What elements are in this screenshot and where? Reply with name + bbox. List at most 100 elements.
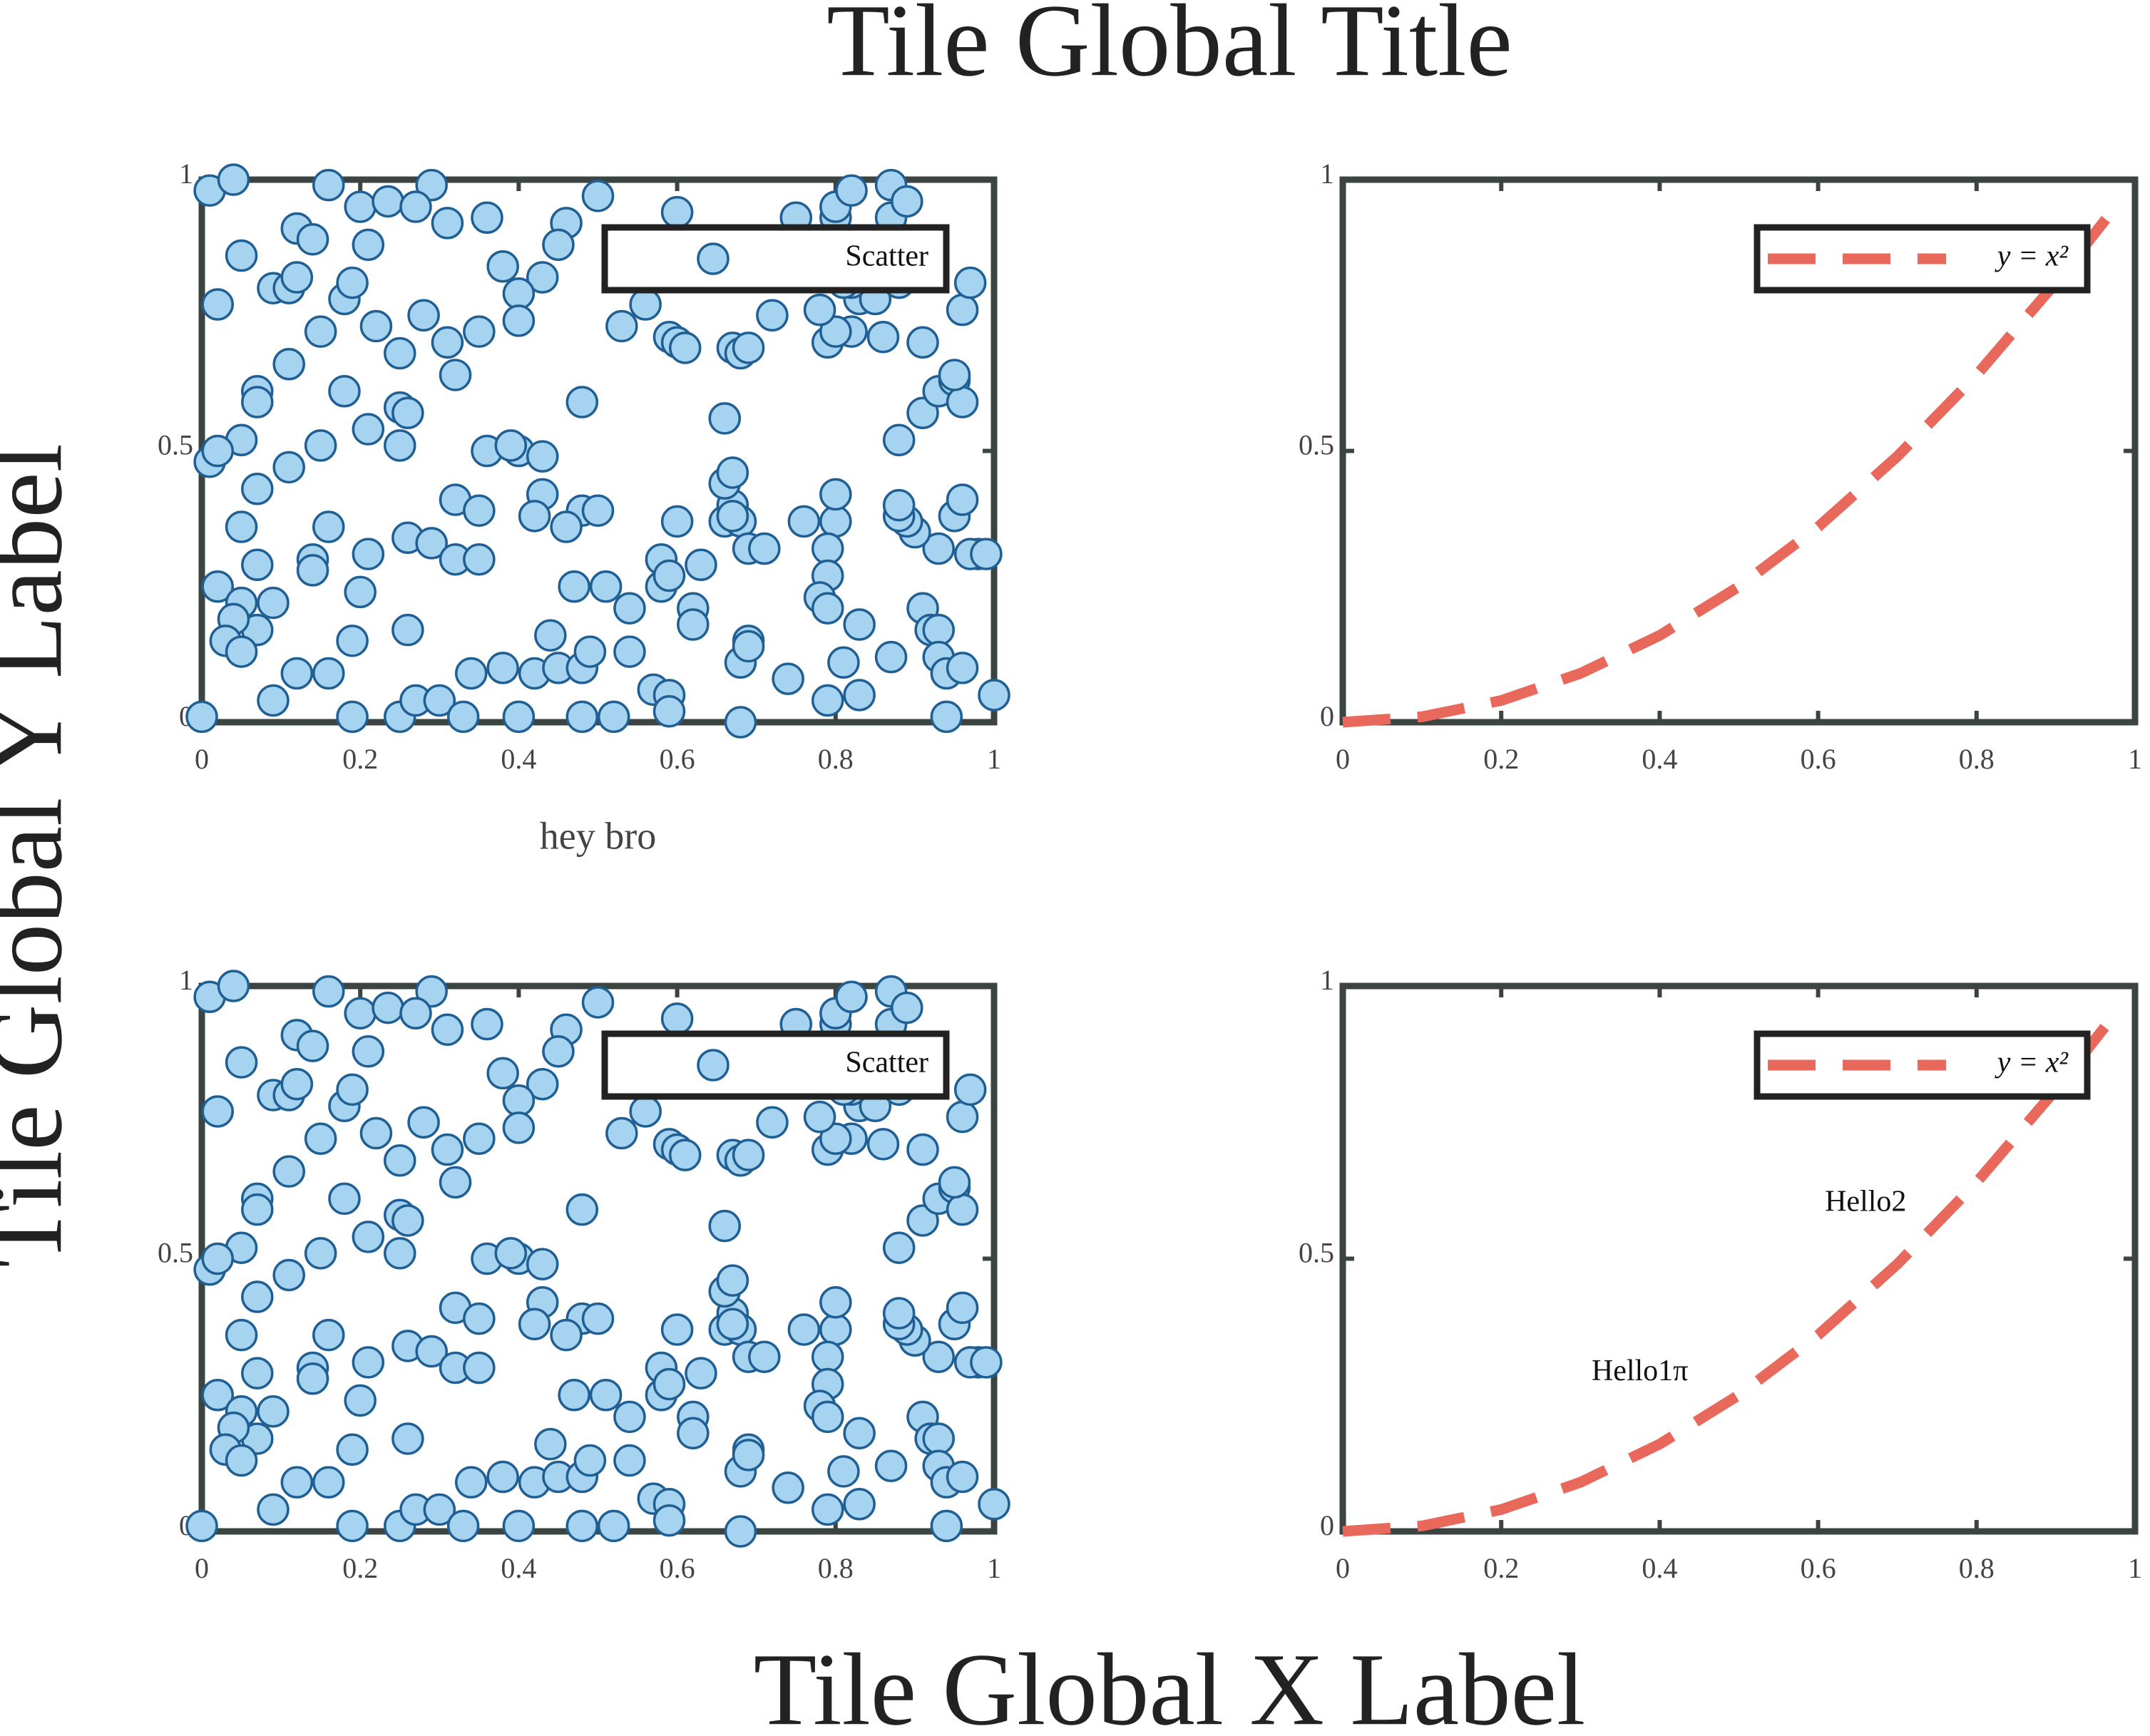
- x-tick-label: 0.8: [1959, 1552, 1995, 1584]
- scatter-point: [946, 483, 979, 516]
- scatter-point: [732, 1439, 765, 1472]
- scatter-point: [336, 625, 369, 657]
- y-tick-label: 0: [1320, 700, 1334, 732]
- x-tick-label: 0: [1336, 743, 1350, 775]
- scatter-point: [257, 1493, 290, 1526]
- scatter-point: [384, 337, 416, 370]
- scatter-point: [819, 505, 852, 538]
- scatter-point: [652, 695, 686, 728]
- scatter-point: [312, 1318, 345, 1352]
- scatter-point: [882, 1297, 916, 1330]
- scatter-point: [558, 570, 590, 603]
- global-y-label: Tile Global Y Label: [0, 443, 83, 1268]
- scatter-point: [732, 630, 765, 663]
- scatter-point: [811, 1493, 844, 1526]
- scatter-point: [827, 1455, 860, 1488]
- scatter-point: [257, 1395, 290, 1428]
- scatter-point: [581, 180, 615, 212]
- scatter-point: [272, 347, 305, 381]
- scatter-point: [819, 478, 852, 511]
- scatter-point: [344, 997, 377, 1029]
- scatter-point: [391, 1204, 424, 1237]
- scatter-point: [922, 613, 955, 647]
- scatter-point: [938, 359, 971, 391]
- scatter-point: [241, 473, 274, 505]
- scatter-point: [803, 293, 836, 327]
- scatter-point: [201, 1242, 234, 1275]
- scatter-point: [272, 1258, 305, 1292]
- scatter-point: [471, 201, 503, 235]
- legend-box: [601, 1030, 950, 1100]
- scatter-point: [581, 1302, 615, 1335]
- scatter-point: [502, 304, 536, 337]
- global-x-label: Tile Global X Label: [754, 1633, 1586, 1736]
- scatter-point: [304, 1122, 337, 1155]
- scatter-point: [970, 538, 1003, 570]
- scatter-point: [304, 1237, 337, 1270]
- scatter-point: [787, 505, 821, 538]
- x-tick-label: 0.8: [818, 743, 854, 775]
- scatter-point: [407, 299, 440, 332]
- legend-box: [601, 224, 950, 294]
- scatter-point: [946, 1291, 979, 1325]
- scatter-point: [946, 1193, 979, 1226]
- scatter-point: [685, 548, 717, 582]
- x-tick-label: 0: [195, 1552, 209, 1584]
- scatter-point: [431, 1013, 464, 1046]
- x-tick-label: 0.2: [1483, 743, 1519, 775]
- scatter-point: [391, 613, 424, 647]
- scatter-point: [716, 456, 749, 489]
- scatter-point: [708, 402, 742, 435]
- scatter-point: [534, 1427, 567, 1461]
- scatter-point: [589, 570, 623, 603]
- scatter-point: [384, 1237, 416, 1270]
- scatter-point: [882, 1231, 916, 1264]
- scatter-point: [272, 451, 305, 484]
- x-tick-label: 0.2: [342, 743, 378, 775]
- scatter-point: [922, 1422, 955, 1455]
- scatter-point: [724, 1515, 757, 1548]
- scatter-point: [906, 1204, 939, 1237]
- scatter-point: [724, 706, 757, 739]
- scatter-point: [336, 700, 369, 734]
- scatter-point: [391, 396, 424, 429]
- scatter-point: [573, 1444, 607, 1477]
- legend-label: Scatter: [845, 1047, 928, 1079]
- scatter-point: [906, 396, 939, 429]
- scatter-point: [336, 1073, 369, 1106]
- scatter-point: [502, 277, 536, 310]
- y-tick-label: 1: [179, 964, 193, 996]
- scatter-point: [280, 657, 314, 690]
- scatter-point: [946, 1460, 979, 1494]
- scatter-point: [336, 266, 369, 299]
- x-tick-label: 1: [2128, 743, 2142, 775]
- scatter-point: [819, 315, 852, 348]
- scatter-point: [201, 570, 234, 603]
- x-tick-label: 0.4: [501, 1552, 536, 1584]
- x-tick-label: 0.2: [1483, 1552, 1519, 1584]
- scatter-point: [534, 619, 567, 652]
- scatter-point: [772, 662, 804, 695]
- scatter-point: [866, 1128, 900, 1161]
- scatter-point: [296, 1362, 329, 1395]
- scatter-point: [581, 986, 615, 1019]
- scatter-point: [463, 1122, 496, 1155]
- scatter-point: [518, 500, 551, 533]
- scatter-point: [415, 527, 448, 560]
- scatter-point: [811, 684, 844, 717]
- scatter-point: [906, 326, 939, 359]
- scatter-point: [352, 538, 385, 570]
- scatter-point: [677, 608, 710, 641]
- scatter-point: [565, 1509, 599, 1543]
- scatter-point: [716, 1264, 749, 1297]
- scatter-point: [257, 586, 290, 620]
- scatter-point: [573, 635, 607, 668]
- scatter-point: [819, 1285, 852, 1319]
- scatter-point: [439, 359, 472, 391]
- scatter-point: [312, 168, 345, 202]
- scatter-point: [502, 1111, 536, 1144]
- scatter-point: [384, 1144, 416, 1177]
- scatter-point: [352, 1221, 385, 1253]
- scatter-point: [787, 1313, 821, 1346]
